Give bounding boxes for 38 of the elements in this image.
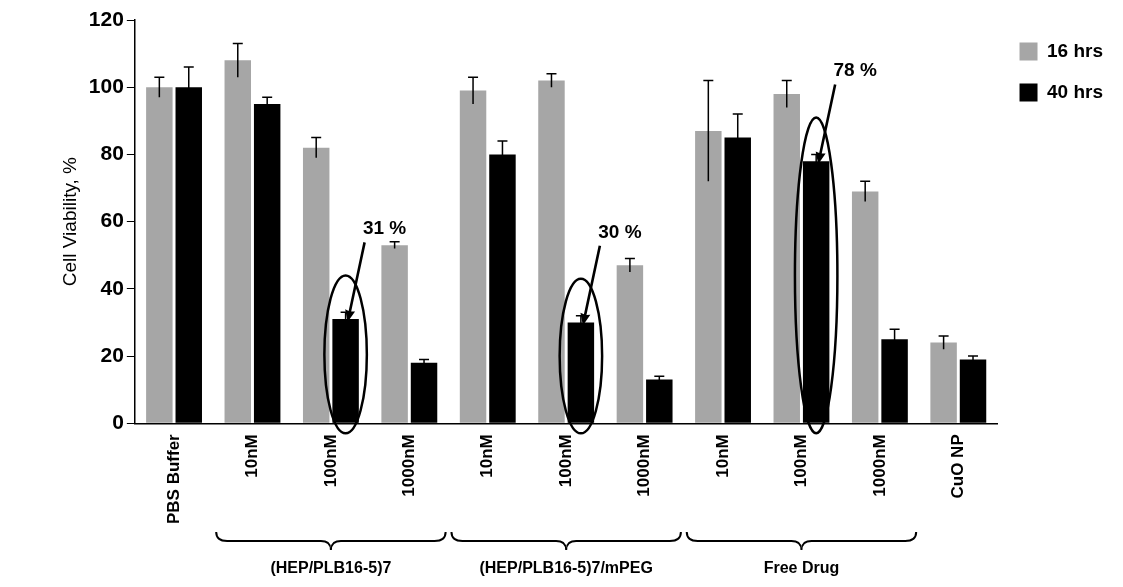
y-tick-label: 40: [100, 275, 124, 299]
annotation: 31 %: [362, 217, 407, 240]
bar: [773, 93, 800, 423]
bar: [302, 147, 330, 423]
y-tick-label: 80: [100, 141, 124, 165]
annotation: 78 %: [833, 59, 877, 82]
x-tick-label: 100nM: [791, 434, 811, 488]
bar: [616, 265, 644, 423]
x-tick-label: PBS Buffer: [163, 433, 183, 524]
text: (HEP/PLB16-5)7/mPEG: [479, 559, 653, 577]
x-tick-label: 100nM: [320, 434, 340, 488]
bar: [851, 191, 879, 423]
bar: [381, 245, 408, 423]
y-tick-label: 0: [112, 410, 124, 434]
x-tick-label: 1000nM: [634, 434, 654, 497]
bar: [695, 130, 722, 423]
y-tick-label: 20: [100, 342, 124, 366]
y-tick-label: 60: [100, 208, 124, 232]
bar: [224, 60, 252, 423]
x-tick-label: 10nM: [712, 434, 732, 478]
legend-label: 40 hrs: [1047, 80, 1103, 102]
y-tick-label: 100: [88, 74, 124, 98]
text: (HEP/PLB16-5)7: [270, 559, 392, 577]
y-axis-title: Cell Viability, %: [58, 156, 80, 287]
bar: [930, 342, 957, 423]
bar: [538, 80, 565, 423]
x-tick-label: 1000nM: [399, 434, 419, 497]
text: Free Drug: [763, 559, 840, 577]
x-tick-label: CuO NP: [948, 434, 967, 499]
x-tick-label: 100nM: [555, 434, 575, 488]
bar: [146, 87, 173, 423]
bar: [459, 90, 487, 423]
x-tick-label: 10nM: [477, 434, 497, 478]
x-tick-label: 10nM: [242, 434, 262, 478]
legend-label: 16 hrs: [1047, 39, 1103, 61]
annotation: 30 %: [598, 220, 642, 243]
y-tick-label: 120: [88, 6, 124, 30]
x-tick-label: 1000nM: [869, 434, 889, 497]
